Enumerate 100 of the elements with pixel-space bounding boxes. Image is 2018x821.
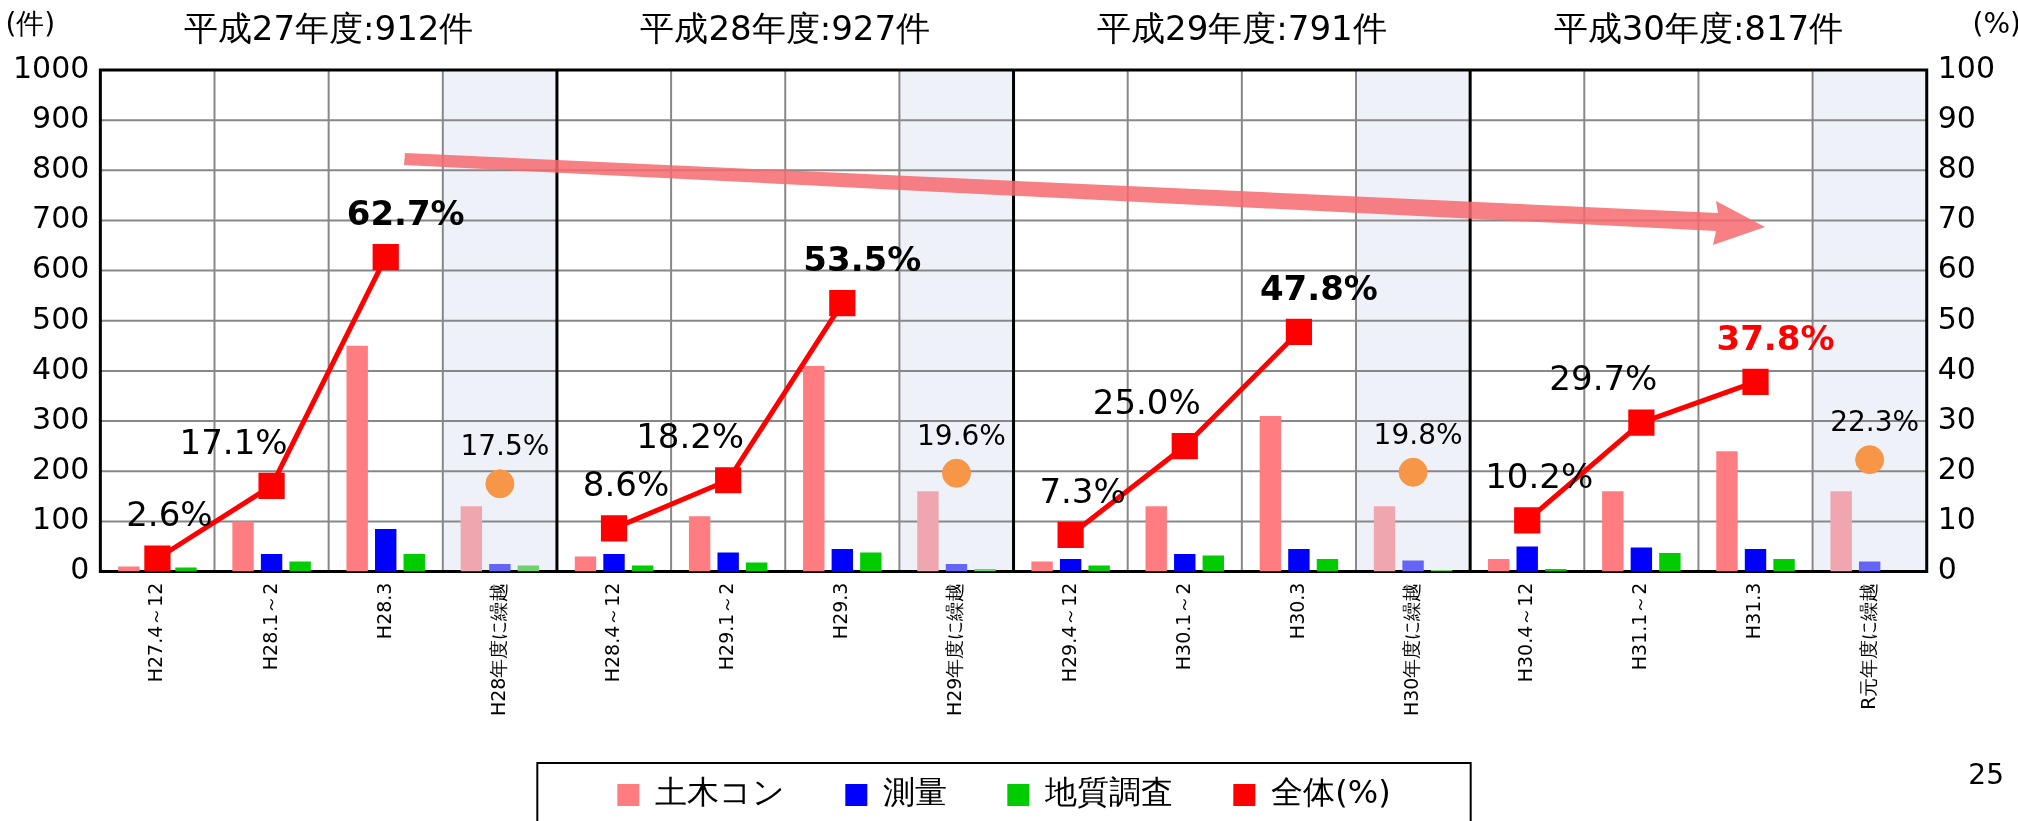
x-tick-label: H30.3 <box>1285 582 1308 640</box>
x-tick-label: H29.1～2 <box>715 582 738 671</box>
text: 25 <box>1968 758 2004 792</box>
y2-tick-label: 80 <box>1937 150 1976 186</box>
y-tick-label: 1000 <box>12 49 90 85</box>
x-tick-label: H27.4～12 <box>144 582 167 683</box>
legend-label: 測量 <box>883 773 948 812</box>
legend-label: 地質調査 <box>1044 773 1174 812</box>
y-tick-label: 300 <box>32 400 90 436</box>
y2-tick-label: 20 <box>1937 451 1976 487</box>
x-tick-label: H31.3 <box>1742 582 1765 640</box>
bar <box>1259 416 1282 572</box>
bar <box>945 564 968 572</box>
bar <box>1202 555 1225 572</box>
point <box>1742 368 1769 396</box>
bar <box>574 556 597 572</box>
bar <box>1031 561 1053 572</box>
bar <box>460 506 483 572</box>
bar <box>1402 560 1424 572</box>
y-tick-label: 800 <box>32 150 90 186</box>
bar <box>1773 559 1795 572</box>
data-label: 37.8% <box>1716 317 1835 358</box>
bar <box>603 553 625 572</box>
x-tick-label: H31.1～2 <box>1628 582 1651 671</box>
bar <box>289 561 311 572</box>
data-label: 8.6% <box>582 464 670 505</box>
data-label: 19.6% <box>916 418 1006 452</box>
x-tick-label: H30.1～2 <box>1171 582 1194 671</box>
point <box>715 467 742 494</box>
text: 平成30年度:817件 <box>1553 7 1844 48</box>
point <box>1171 433 1198 460</box>
data-label: 17.1% <box>179 421 288 462</box>
bar <box>1659 552 1681 572</box>
bar <box>1744 548 1767 572</box>
bar <box>489 564 511 572</box>
x-tick-label: H28.4～12 <box>600 582 623 683</box>
point <box>258 472 285 499</box>
data-label: 18.2% <box>636 416 745 457</box>
point <box>600 515 628 542</box>
bar <box>1288 548 1310 572</box>
bar <box>346 345 368 572</box>
x-tick-label: H28.3 <box>372 582 395 640</box>
text: 平成27年度:912件 <box>183 7 474 48</box>
x-tick-label: R元年度に繰越 <box>1856 582 1879 710</box>
y2-axis-title: (%) <box>1972 7 2018 41</box>
y2-tick-label: 90 <box>1937 99 1976 135</box>
point <box>1057 521 1084 549</box>
data-label: 19.8% <box>1373 417 1463 451</box>
bar <box>1487 559 1510 572</box>
bar <box>232 521 254 572</box>
y-tick-label: 900 <box>32 99 90 135</box>
text: 平成29年度:791件 <box>1097 7 1387 48</box>
legend-label: 土木コン <box>655 773 786 812</box>
bar <box>917 491 939 572</box>
bar <box>803 365 825 572</box>
bar <box>860 552 882 572</box>
legend-label: 全体(%) <box>1271 773 1391 812</box>
y-tick-label: 600 <box>32 250 90 286</box>
bar <box>688 516 711 572</box>
y2-tick-label: 30 <box>1937 400 1976 436</box>
bar <box>1059 559 1082 572</box>
y2-tick-label: 10 <box>1937 501 1976 537</box>
y2-tick-label: 40 <box>1937 350 1976 386</box>
data-label: 7.3% <box>1039 470 1126 511</box>
bar <box>1830 491 1852 572</box>
text: 平成28年度:927件 <box>640 7 931 48</box>
y2-tick-label: 100 <box>1937 49 1995 85</box>
data-label: 17.5% <box>460 429 550 463</box>
x-tick-label: H29.3 <box>829 582 852 640</box>
point <box>372 243 399 271</box>
bar <box>1316 559 1339 572</box>
bar <box>1630 547 1653 572</box>
bar <box>375 528 397 572</box>
y-tick-label: 200 <box>32 451 90 487</box>
data-label: 47.8% <box>1259 267 1378 308</box>
data-label: 22.3% <box>1830 404 1920 438</box>
bar <box>260 553 283 572</box>
bar <box>1145 506 1167 572</box>
data-label: 2.6% <box>126 494 213 535</box>
point <box>144 545 171 572</box>
x-tick-label: H28.1～2 <box>258 582 281 671</box>
data-label: 62.7% <box>346 192 465 233</box>
bar <box>1516 546 1538 572</box>
y-tick-label: 700 <box>32 200 90 236</box>
bar <box>1602 491 1624 572</box>
bar <box>1174 553 1196 572</box>
point <box>1628 409 1655 436</box>
y2-tick-label: 70 <box>1937 200 1976 236</box>
y-tick-label: 400 <box>32 350 90 386</box>
x-tick-label: H30年度に繰越 <box>1400 582 1422 716</box>
y-tick-label: 0 <box>70 551 90 587</box>
x-tick-label: H30.4～12 <box>1514 582 1537 683</box>
y-axis-title: (件) <box>5 7 56 41</box>
data-label: 29.7% <box>1549 358 1658 399</box>
bar <box>717 552 739 572</box>
x-tick-label: H29年度に繰越 <box>943 582 966 716</box>
y2-tick-label: 60 <box>1937 250 1976 286</box>
y2-tick-label: 50 <box>1937 300 1976 336</box>
bar <box>831 548 854 572</box>
x-tick-label: H28年度に繰越 <box>486 582 509 716</box>
